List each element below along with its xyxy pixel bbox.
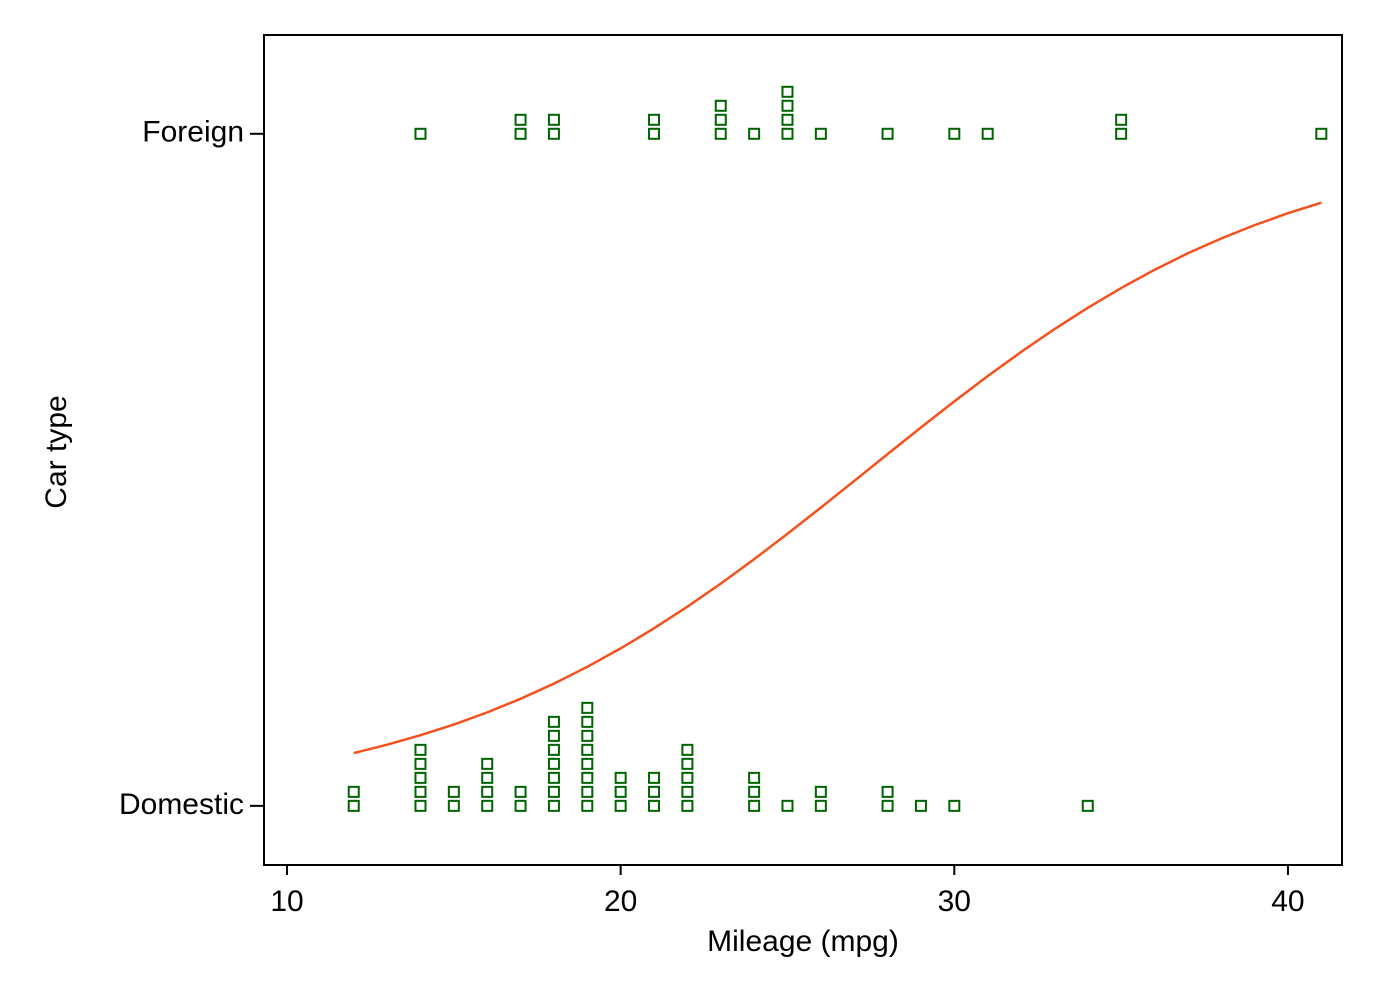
point <box>514 127 527 140</box>
point <box>514 113 527 126</box>
point <box>347 785 360 798</box>
point <box>681 743 694 756</box>
point <box>1115 127 1128 140</box>
point <box>948 127 961 140</box>
point <box>581 771 594 784</box>
point <box>414 771 427 784</box>
point <box>547 771 560 784</box>
point <box>881 127 894 140</box>
point <box>581 701 594 714</box>
point <box>581 743 594 756</box>
point <box>414 127 427 140</box>
point <box>748 785 761 798</box>
point <box>1315 127 1328 140</box>
x-tick-label: 20 <box>604 885 637 918</box>
point <box>614 799 627 812</box>
point <box>547 715 560 728</box>
point <box>514 799 527 812</box>
point <box>581 757 594 770</box>
point <box>481 771 494 784</box>
point <box>748 799 761 812</box>
point <box>581 785 594 798</box>
point <box>648 785 661 798</box>
point <box>781 113 794 126</box>
point <box>881 799 894 812</box>
point <box>547 743 560 756</box>
point <box>447 799 460 812</box>
point <box>981 127 994 140</box>
point <box>581 799 594 812</box>
point <box>547 785 560 798</box>
x-tick-label: 10 <box>270 885 303 918</box>
point <box>781 127 794 140</box>
x-tick-label: 40 <box>1271 885 1304 918</box>
point <box>814 785 827 798</box>
point <box>781 799 794 812</box>
point <box>681 799 694 812</box>
x-tick-label: 30 <box>938 885 971 918</box>
point <box>581 729 594 742</box>
point <box>414 757 427 770</box>
y-tick-label: Domestic <box>119 788 244 821</box>
point <box>414 799 427 812</box>
point <box>481 757 494 770</box>
y-axis-title: Car type <box>40 395 73 508</box>
point <box>447 785 460 798</box>
point <box>748 771 761 784</box>
point <box>1115 113 1128 126</box>
point <box>547 729 560 742</box>
point <box>681 771 694 784</box>
point <box>681 785 694 798</box>
point <box>347 799 360 812</box>
point <box>514 785 527 798</box>
point <box>714 99 727 112</box>
point <box>547 127 560 140</box>
point <box>1081 799 1094 812</box>
point <box>547 799 560 812</box>
point <box>648 113 661 126</box>
point <box>948 799 961 812</box>
point <box>914 799 927 812</box>
point <box>648 799 661 812</box>
point <box>714 113 727 126</box>
point <box>748 127 761 140</box>
y-tick-label: Foreign <box>142 116 244 149</box>
fit-line <box>353 201 1322 755</box>
point <box>414 785 427 798</box>
point <box>881 785 894 798</box>
point <box>481 799 494 812</box>
point <box>681 757 694 770</box>
point <box>547 113 560 126</box>
point <box>614 771 627 784</box>
point <box>814 127 827 140</box>
point <box>547 757 560 770</box>
plot-frame <box>263 34 1343 866</box>
point <box>648 127 661 140</box>
point <box>614 785 627 798</box>
point <box>781 85 794 98</box>
point <box>648 771 661 784</box>
point <box>814 799 827 812</box>
point <box>714 127 727 140</box>
point <box>581 715 594 728</box>
point <box>781 99 794 112</box>
point <box>481 785 494 798</box>
point <box>414 743 427 756</box>
x-axis-title: Mileage (mpg) <box>707 925 899 958</box>
